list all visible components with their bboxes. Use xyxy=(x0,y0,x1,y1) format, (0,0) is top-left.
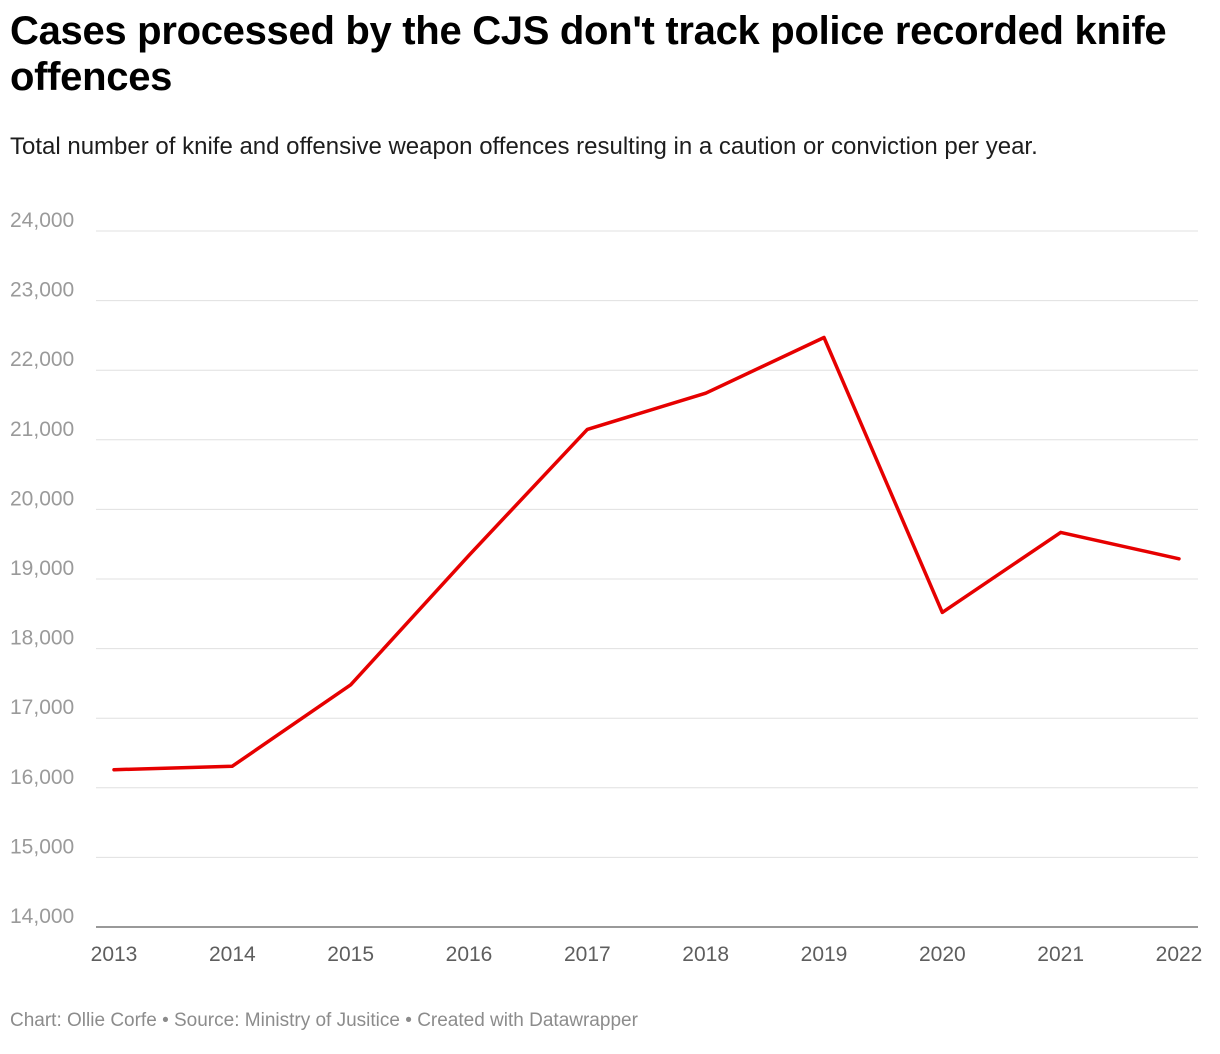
y-tick-label: 15,000 xyxy=(10,835,74,858)
footer-chart-label: Chart: xyxy=(10,1010,62,1031)
data-point xyxy=(349,683,353,687)
data-point xyxy=(704,391,708,395)
data-point xyxy=(112,768,116,772)
series-layer xyxy=(112,335,1181,772)
footer-separator: • xyxy=(162,1010,169,1031)
data-point xyxy=(467,553,471,557)
y-tick-label: 20,000 xyxy=(10,487,74,510)
x-tick-label: 2020 xyxy=(919,943,966,966)
line-chart: 14,000 15,000 16,000 17,000 18,000 19,000 20,0… xyxy=(10,209,1203,966)
y-tick-label: 22,000 xyxy=(10,348,74,371)
x-tick-label: 2017 xyxy=(564,943,611,966)
x-axis-ticks: 2013 2014 2015 2016 2017 2018 2019 2020 2021 2022 xyxy=(91,943,1203,966)
footer-separator: • xyxy=(405,1010,412,1031)
data-point xyxy=(1177,557,1181,561)
y-axis-ticks: 14,000 15,000 16,000 17,000 18,000 19,000 20,0… xyxy=(10,209,74,928)
y-tick-label: 21,000 xyxy=(10,418,74,441)
data-point xyxy=(822,335,826,339)
footer-author: Ollie Corfe xyxy=(67,1010,157,1031)
data-point xyxy=(585,427,589,431)
x-tick-label: 2015 xyxy=(327,943,374,966)
y-tick-label: 16,000 xyxy=(10,766,74,789)
y-tick-label: 17,000 xyxy=(10,696,74,719)
x-tick-label: 2013 xyxy=(91,943,138,966)
footer-source: Ministry of Jusitice xyxy=(244,1010,400,1031)
chart-subtitle: Total number of knife and offensive weap… xyxy=(10,133,1038,160)
y-tick-label: 19,000 xyxy=(10,557,74,580)
footer-created-with: Created with Datawrapper xyxy=(417,1010,638,1031)
data-point xyxy=(940,610,944,614)
data-point xyxy=(1059,530,1063,534)
y-tick-label: 18,000 xyxy=(10,627,74,650)
x-tick-label: 2016 xyxy=(446,943,493,966)
x-tick-label: 2019 xyxy=(801,943,848,966)
x-tick-label: 2021 xyxy=(1037,943,1084,966)
y-tick-label: 24,000 xyxy=(10,209,74,232)
y-tick-label: 14,000 xyxy=(10,905,74,928)
y-tick-label: 23,000 xyxy=(10,279,74,302)
chart-footer: Chart: Ollie Corfe • Source: Ministry of… xyxy=(10,1008,1200,1034)
footer-source-label: Source: xyxy=(174,1010,240,1031)
chart-title: Cases processed by the CJS don't track p… xyxy=(10,9,1167,99)
x-tick-label: 2014 xyxy=(209,943,256,966)
gridlines xyxy=(96,230,1198,928)
data-point xyxy=(230,764,234,768)
x-tick-label: 2022 xyxy=(1156,943,1203,966)
series-line xyxy=(112,335,1181,772)
x-tick-label: 2018 xyxy=(682,943,729,966)
